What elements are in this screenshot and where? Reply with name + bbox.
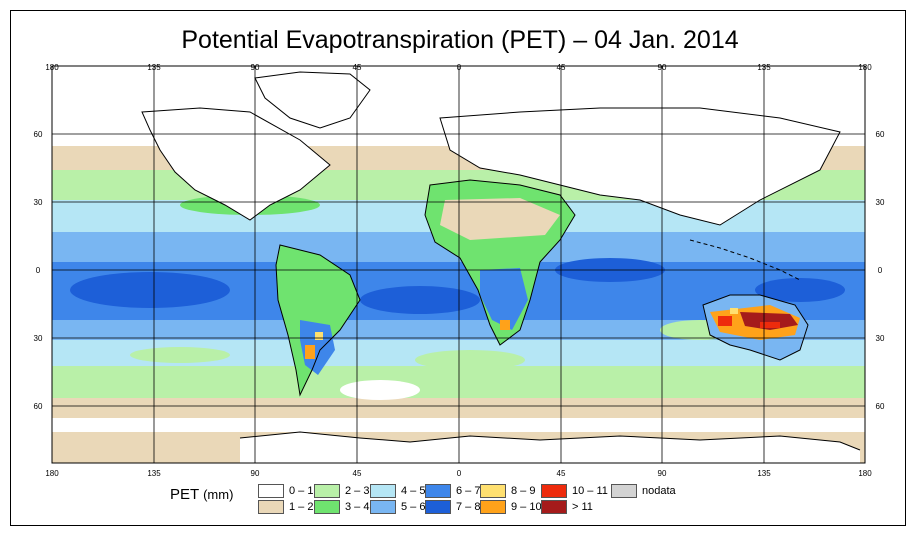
- legend-swatch: [314, 484, 340, 498]
- legend-label: 7 – 8: [456, 501, 481, 513]
- legend-label: 5 – 6: [401, 501, 426, 513]
- pet-field: [52, 66, 865, 463]
- legend-swatch: [541, 484, 567, 498]
- legend-swatch: [425, 500, 451, 514]
- legend-label: 2 – 3: [345, 485, 370, 497]
- map-border: [51, 65, 866, 464]
- y-tick-left: 30: [34, 334, 43, 343]
- x-tick-bottom: 180: [45, 469, 59, 478]
- coastlines: [141, 71, 861, 451]
- y-tick-right: 0: [878, 266, 883, 275]
- y-tick-left: 60: [34, 402, 43, 411]
- legend-label: nodata: [642, 485, 676, 497]
- y-tick-left: 30: [34, 198, 43, 207]
- x-tick-top: 45: [557, 63, 566, 72]
- y-tick-right: 30: [876, 334, 885, 343]
- x-tick-bottom: 90: [658, 469, 667, 478]
- legend-label: 10 – 11: [572, 485, 608, 497]
- legend-title: PET (mm): [170, 486, 233, 503]
- x-tick-top: 135: [147, 63, 161, 72]
- legend-swatch: [370, 500, 396, 514]
- x-tick-bottom: 135: [147, 469, 161, 478]
- legend-swatch: [314, 500, 340, 514]
- x-tick-bottom: 45: [557, 469, 566, 478]
- figure-frame: [10, 10, 906, 526]
- x-tick-top: 90: [658, 63, 667, 72]
- x-tick-bottom: 0: [457, 469, 462, 478]
- legend-swatch: [258, 500, 284, 514]
- legend-label: 9 – 10: [511, 501, 542, 513]
- map-title: Potential Evapotranspiration (PET) – 04 …: [181, 26, 739, 54]
- legend-label: 3 – 4: [345, 501, 370, 513]
- x-tick-top: 180: [858, 63, 872, 72]
- legend-variable: PET: [170, 486, 199, 503]
- legend-label: 6 – 7: [456, 485, 481, 497]
- y-tick-left: 0: [36, 266, 41, 275]
- y-tick-right: 60: [876, 130, 885, 139]
- graticule: [52, 66, 865, 463]
- legend-label: > 11: [572, 501, 593, 513]
- x-tick-bottom: 45: [353, 469, 362, 478]
- x-tick-top: 90: [251, 63, 260, 72]
- legend-label: 4 – 5: [401, 485, 426, 497]
- x-tick-top: 45: [353, 63, 362, 72]
- x-tick-top: 135: [757, 63, 771, 72]
- legend-swatch: [541, 500, 567, 514]
- legend-label: 1 – 2: [289, 501, 314, 513]
- x-tick-bottom: 135: [757, 469, 771, 478]
- x-tick-bottom: 90: [251, 469, 260, 478]
- legend-swatch: [480, 500, 506, 514]
- y-tick-right: 30: [876, 198, 885, 207]
- x-tick-top: 180: [45, 63, 59, 72]
- y-tick-right: 60: [876, 402, 885, 411]
- legend-swatch: [425, 484, 451, 498]
- legend-swatch: [611, 484, 637, 498]
- x-tick-bottom: 180: [858, 469, 872, 478]
- legend-swatch: [370, 484, 396, 498]
- y-tick-left: 60: [34, 130, 43, 139]
- legend-unit: (mm): [203, 487, 234, 502]
- legend-swatch: [480, 484, 506, 498]
- legend-label: 0 – 1: [289, 485, 314, 497]
- legend-swatch: [258, 484, 284, 498]
- legend-label: 8 – 9: [511, 485, 536, 497]
- x-tick-top: 0: [457, 63, 462, 72]
